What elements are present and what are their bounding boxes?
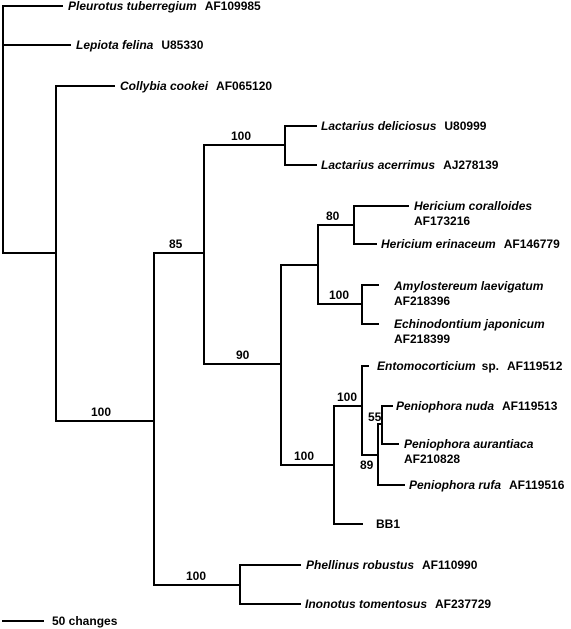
support-value: 100: [186, 569, 206, 583]
tree-branches: [2, 5, 409, 605]
taxon-label-pleurotus: Pleurotus tuberregium AF109985: [68, 0, 261, 13]
taxon-label-lactarius-deliciosus: Lactarius deliciosus U80999: [321, 119, 487, 133]
support-value: 100: [91, 405, 111, 419]
scale-bar-label: 50 changes: [52, 614, 118, 628]
taxon-label-hericium-coralloides: Hericium coralloides: [414, 199, 532, 213]
support-value: 89: [360, 458, 374, 472]
taxon-label-phellinus: Phellinus robustus AF110990: [306, 558, 478, 572]
taxon-label-bb1: BB1: [376, 517, 400, 531]
taxon-label-hericium-erinaceum: Hericium erinaceum AF146779: [381, 237, 560, 251]
taxon-label-peniophora-nuda: Peniophora nuda AF119513: [396, 399, 558, 413]
taxon-label-inonotus: Inonotus tomentosus AF237729: [305, 597, 491, 611]
taxon-label-lactarius-acerrimus: Lactarius acerrimus AJ278139: [321, 158, 499, 172]
taxon-accession-amylostereum: AF218396: [394, 294, 450, 308]
taxon-label-entomocorticium: Entomocorticium sp. AF119512: [377, 359, 563, 373]
taxon-label-peniophora-aurantiaca: Peniophora aurantiaca: [404, 437, 534, 451]
taxon-label-collybia: Collybia cookei AF065120: [120, 79, 272, 93]
taxon-label-echinodontium: Echinodontium japonicum: [394, 317, 545, 331]
taxon-label-peniophora-rufa: Peniophora rufa AF119516: [409, 478, 565, 492]
support-value: 85: [169, 237, 183, 251]
support-value: 100: [231, 129, 251, 143]
support-value: 100: [294, 449, 314, 463]
taxon-accession-echinodontium: AF218399: [394, 332, 450, 346]
support-value: 100: [337, 390, 357, 404]
support-value: 90: [236, 348, 250, 362]
support-value: 100: [329, 288, 349, 302]
support-value: 80: [326, 209, 340, 223]
support-values: 100 80 100 85 90 100 100 100 55 89 100: [91, 129, 382, 583]
taxon-accession-peniophora-aurantiaca: AF210828: [404, 452, 460, 466]
taxon-label-lepiota: Lepiota felina U85330: [76, 38, 204, 52]
taxon-labels: Pleurotus tuberregium AF109985 Lepiota fe…: [68, 0, 565, 611]
scale-bar: 50 changes: [2, 614, 118, 628]
taxon-accession-hericium-coralloides: AF173216: [414, 214, 470, 228]
support-value: 55: [368, 410, 382, 424]
taxon-label-amylostereum: Amylostereum laevigatum: [393, 279, 544, 293]
